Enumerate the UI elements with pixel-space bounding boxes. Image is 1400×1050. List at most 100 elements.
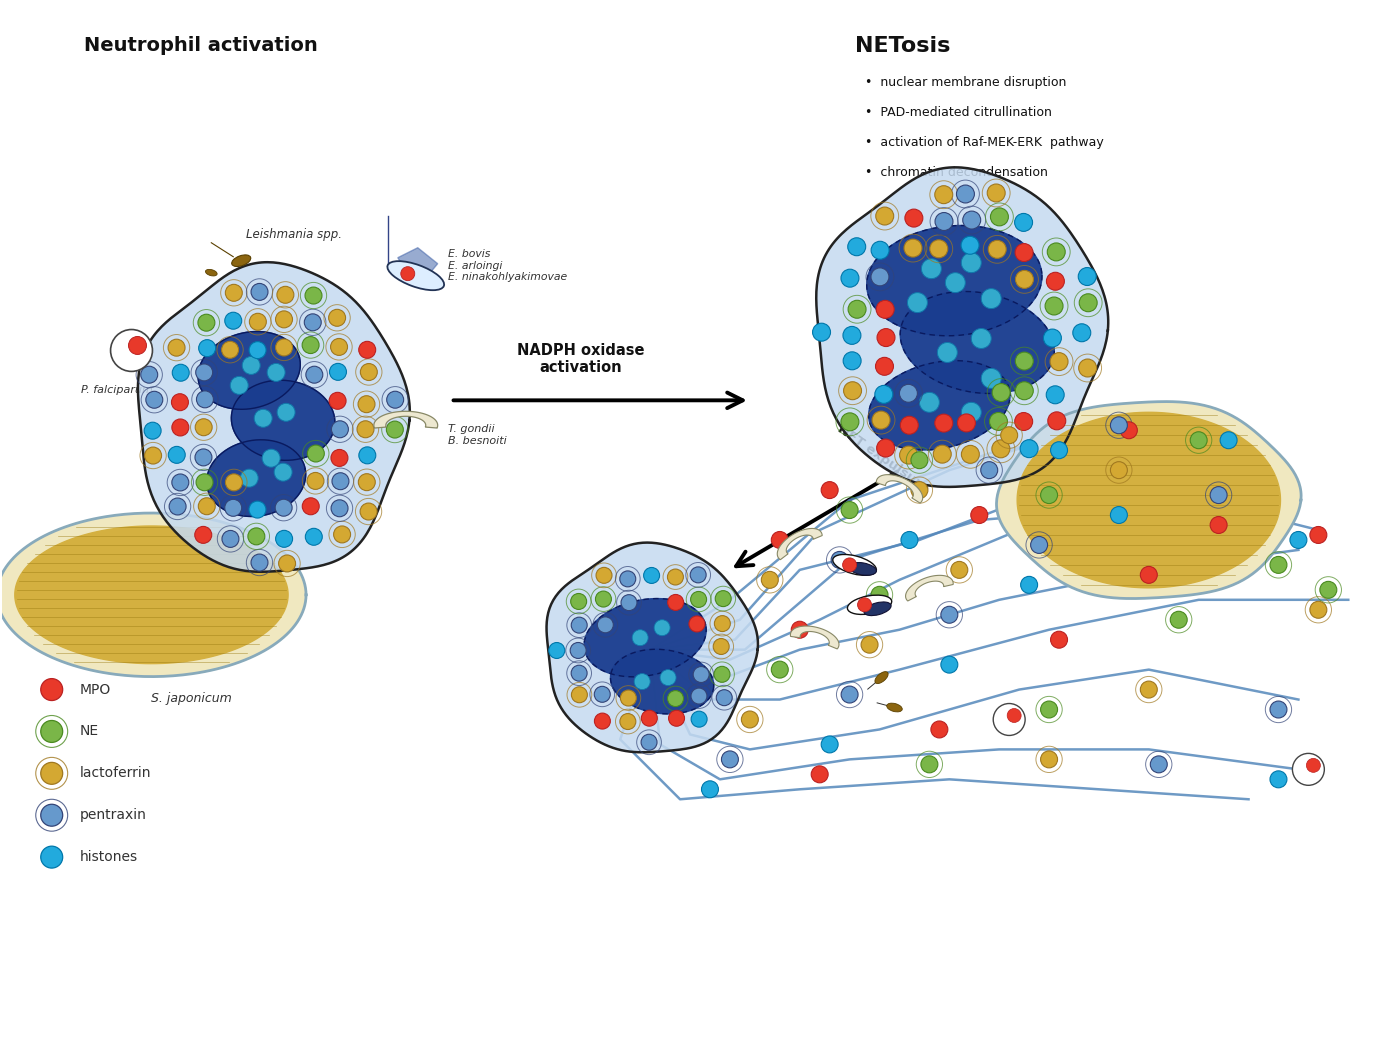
Circle shape (1141, 681, 1158, 698)
Circle shape (1078, 359, 1096, 377)
Circle shape (993, 383, 1011, 401)
Circle shape (1001, 426, 1018, 444)
Circle shape (941, 656, 958, 673)
Circle shape (276, 530, 293, 547)
Circle shape (304, 314, 321, 331)
Circle shape (1046, 385, 1064, 404)
Circle shape (400, 267, 414, 280)
Ellipse shape (875, 672, 888, 684)
Circle shape (843, 558, 857, 572)
Circle shape (876, 300, 895, 318)
Circle shape (549, 643, 564, 658)
Circle shape (899, 384, 917, 402)
Circle shape (305, 366, 323, 383)
Circle shape (690, 567, 706, 583)
Circle shape (843, 327, 861, 344)
Polygon shape (1018, 413, 1281, 588)
Circle shape (935, 212, 953, 231)
Circle shape (1110, 506, 1127, 524)
Circle shape (1120, 422, 1137, 439)
Circle shape (963, 211, 980, 229)
Circle shape (144, 447, 161, 464)
Circle shape (931, 721, 948, 738)
Circle shape (141, 366, 158, 383)
Polygon shape (867, 226, 1042, 336)
Circle shape (1047, 243, 1065, 260)
Circle shape (620, 571, 636, 587)
Circle shape (195, 449, 211, 466)
Text: •  PAD-mediated citrullination: • PAD-mediated citrullination (865, 106, 1051, 119)
Circle shape (958, 414, 976, 432)
Circle shape (333, 526, 350, 543)
Circle shape (241, 469, 258, 487)
Circle shape (791, 622, 808, 638)
Circle shape (225, 474, 242, 490)
Circle shape (654, 620, 671, 635)
Circle shape (595, 713, 610, 729)
Circle shape (172, 364, 189, 381)
Circle shape (1050, 442, 1068, 459)
Text: •  nuclear membrane disruption: • nuclear membrane disruption (865, 77, 1065, 89)
Circle shape (701, 781, 718, 798)
Circle shape (223, 530, 239, 547)
Text: lactoferrin: lactoferrin (80, 766, 151, 780)
Circle shape (1015, 382, 1033, 400)
Circle shape (571, 593, 587, 609)
Circle shape (717, 690, 732, 706)
Circle shape (168, 339, 185, 356)
Polygon shape (868, 360, 1009, 450)
Circle shape (721, 751, 738, 768)
Circle shape (987, 184, 1005, 202)
Circle shape (962, 402, 981, 422)
Text: NE: NE (80, 724, 99, 738)
Circle shape (990, 413, 1008, 430)
Circle shape (900, 446, 917, 464)
Circle shape (41, 762, 63, 784)
Circle shape (279, 555, 295, 572)
Circle shape (305, 528, 322, 545)
Circle shape (1072, 323, 1091, 341)
Polygon shape (900, 292, 1054, 394)
Circle shape (1306, 758, 1320, 773)
Circle shape (1289, 531, 1306, 548)
Circle shape (1170, 611, 1187, 628)
Circle shape (822, 482, 839, 499)
Circle shape (972, 329, 991, 349)
Circle shape (598, 616, 613, 633)
Polygon shape (231, 380, 335, 460)
Circle shape (41, 804, 63, 826)
Circle shape (920, 393, 939, 413)
Circle shape (360, 503, 377, 520)
Circle shape (249, 313, 266, 331)
Text: T. gondii
B. besnoiti: T. gondii B. besnoiti (448, 424, 507, 446)
Circle shape (302, 337, 319, 354)
Circle shape (1151, 756, 1168, 773)
Circle shape (308, 445, 325, 462)
Circle shape (690, 591, 707, 607)
Circle shape (329, 393, 346, 410)
Circle shape (1046, 272, 1064, 290)
Circle shape (1040, 701, 1057, 718)
Circle shape (274, 463, 293, 481)
Circle shape (305, 287, 322, 304)
Circle shape (960, 236, 979, 254)
Circle shape (1040, 486, 1057, 504)
Circle shape (938, 342, 958, 362)
Circle shape (668, 594, 683, 610)
Circle shape (661, 670, 676, 686)
Circle shape (875, 385, 893, 403)
Circle shape (196, 474, 213, 490)
Circle shape (970, 506, 988, 524)
Circle shape (249, 501, 266, 518)
Circle shape (1043, 329, 1061, 346)
Text: Neutrophil activation: Neutrophil activation (84, 37, 318, 56)
Circle shape (41, 678, 63, 700)
Circle shape (935, 186, 953, 204)
Circle shape (988, 240, 1007, 258)
Text: P. falciparum: P. falciparum (81, 385, 153, 396)
Ellipse shape (847, 595, 892, 614)
Circle shape (620, 690, 637, 706)
Circle shape (934, 445, 951, 463)
Circle shape (1292, 754, 1324, 785)
Circle shape (911, 452, 928, 468)
